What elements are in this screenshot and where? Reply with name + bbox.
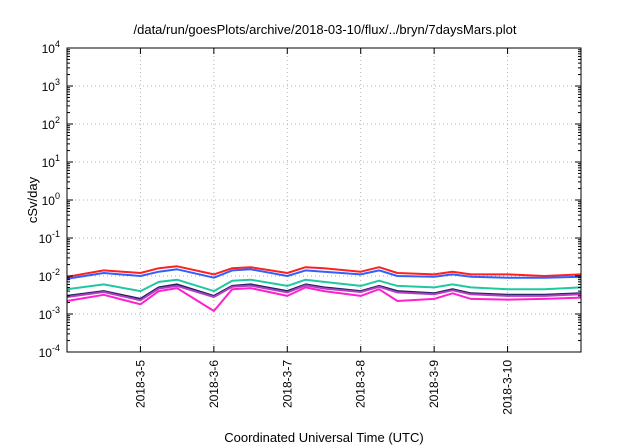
series-line-2	[66, 268, 582, 280]
y-axis: 10-4 10-3 10-2 10-1 100 101 102 103 104	[39, 39, 581, 360]
y-tick-label: 10-2	[39, 267, 60, 284]
y-tick-label: 10-1	[39, 229, 60, 246]
series-line-1	[66, 265, 582, 278]
x-axis-label: Coordinated Universal Time (UTC)	[224, 430, 423, 445]
y-tick-label: 100	[42, 191, 60, 208]
series-line-6	[66, 286, 582, 312]
series-line-3	[66, 278, 582, 293]
y-axis-label: cSv/day	[25, 176, 40, 223]
x-axis: 2018-3-5 2018-3-6 2018-3-7 2018-3-8 2018-3-9…	[133, 48, 515, 415]
series-line-5	[66, 284, 582, 302]
y-tick-label: 103	[42, 77, 60, 94]
y-tick-label: 104	[42, 39, 60, 56]
x-tick-label: 2018-3-5	[133, 360, 147, 408]
x-tick-label: 2018-3-6	[207, 360, 221, 408]
y-tick-label: 10-4	[39, 343, 60, 360]
y-tick-label: 101	[42, 153, 60, 170]
x-tick-label: 2018-3-10	[501, 360, 515, 415]
y-tick-label: 102	[42, 115, 60, 132]
x-tick-label: 2018-3-7	[280, 360, 294, 408]
x-tick-label: 2018-3-9	[427, 360, 441, 408]
series-group	[66, 265, 582, 312]
x-tick-label: 2018-3-8	[354, 360, 368, 408]
chart-title: /data/run/goesPlots/archive/2018-03-10/f…	[134, 22, 517, 37]
grid	[67, 48, 581, 352]
y-tick-label: 10-3	[39, 305, 60, 322]
